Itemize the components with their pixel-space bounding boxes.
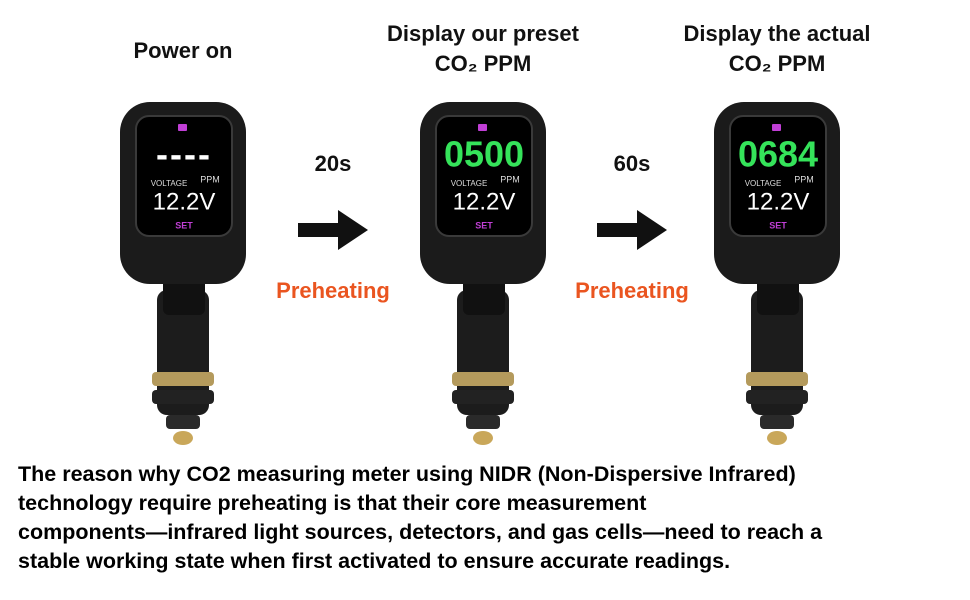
- plug-contact: [767, 431, 787, 445]
- ppm-label: PPM: [200, 174, 220, 184]
- reading: 0684: [738, 134, 818, 175]
- screen: [729, 115, 827, 237]
- plug-tip: [166, 415, 200, 429]
- device: 0500 VOLTAGE PPM 12.2V SET: [420, 102, 546, 445]
- plug-tip: [760, 415, 794, 429]
- plug-ring: [452, 390, 514, 404]
- arrow: [597, 210, 667, 250]
- preheating-label: Preheating: [575, 278, 689, 303]
- plug-ring: [746, 372, 808, 386]
- step-title: CO₂ PPM: [729, 51, 826, 76]
- device: ---- VOLTAGE PPM 12.2V SET: [120, 102, 246, 445]
- speaker-icon: [178, 124, 187, 131]
- step-title: Display our preset: [387, 21, 580, 46]
- plug-ring: [152, 372, 214, 386]
- reading: 0500: [444, 134, 524, 175]
- description-line: The reason why CO2 measuring meter using…: [18, 462, 796, 486]
- voltage-label: VOLTAGE: [151, 179, 188, 188]
- description-line: stable working state when first activate…: [18, 549, 731, 573]
- duration: 60s: [614, 151, 651, 176]
- plug-ring: [152, 390, 214, 404]
- plug-ring: [452, 372, 514, 386]
- reading: ----: [156, 134, 212, 175]
- plug-tip: [466, 415, 500, 429]
- duration: 20s: [315, 151, 352, 176]
- preheating-label: Preheating: [276, 278, 390, 303]
- ppm-label: PPM: [794, 174, 814, 184]
- plug-contact: [473, 431, 493, 445]
- ppm-label: PPM: [500, 174, 520, 184]
- set-button: SET: [475, 220, 493, 230]
- description-line: components—infrared light sources, detec…: [18, 520, 823, 544]
- screen: [135, 115, 233, 237]
- set-button: SET: [175, 220, 193, 230]
- voltage-label: VOLTAGE: [451, 179, 488, 188]
- voltage: 12.2V: [153, 188, 216, 215]
- step-title: Power on: [133, 38, 232, 63]
- plug-contact: [173, 431, 193, 445]
- description-line: technology require preheating is that th…: [18, 491, 647, 515]
- speaker-icon: [772, 124, 781, 131]
- voltage: 12.2V: [747, 188, 810, 215]
- device: 0684 VOLTAGE PPM 12.2V SET: [714, 102, 840, 445]
- arrow: [298, 210, 368, 250]
- set-button: SET: [769, 220, 787, 230]
- voltage: 12.2V: [453, 188, 516, 215]
- plug-ring: [746, 390, 808, 404]
- screen: [435, 115, 533, 237]
- description: The reason why CO2 measuring meter using…: [18, 460, 963, 576]
- speaker-icon: [478, 124, 487, 131]
- step-title: CO₂ PPM: [435, 51, 532, 76]
- illustration: Power on ---- VOLTAGE PPM 12.2V SET Display ou…: [120, 21, 871, 445]
- voltage-label: VOLTAGE: [745, 179, 782, 188]
- step-title: Display the actual: [683, 21, 870, 46]
